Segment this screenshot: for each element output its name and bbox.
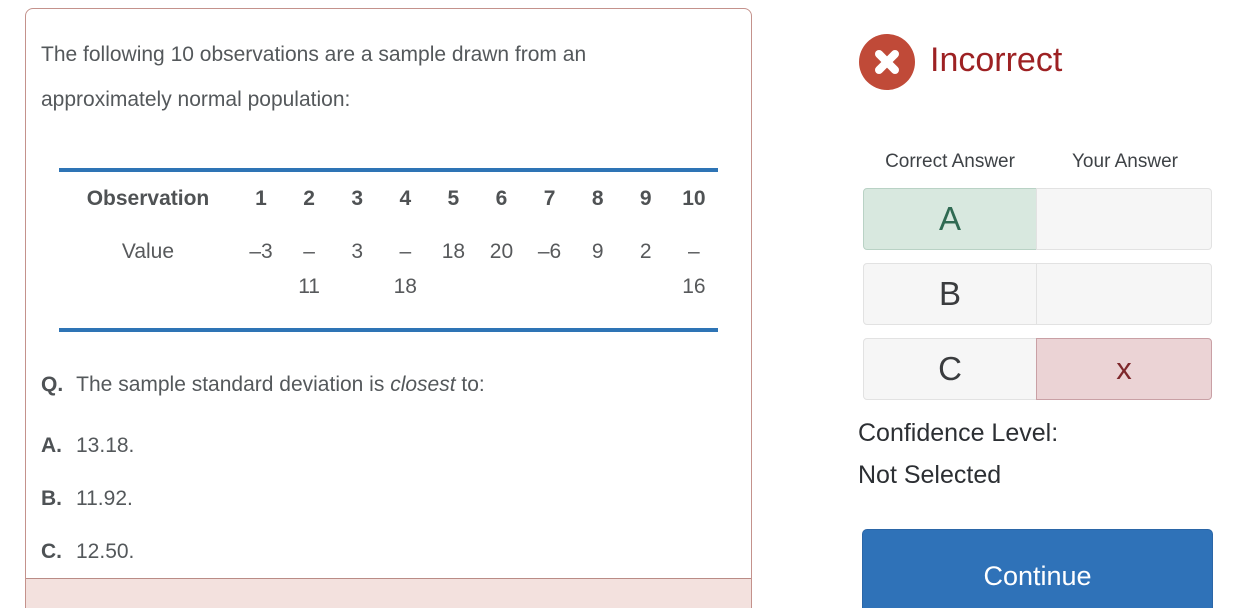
choice-a: A. 13.18. <box>41 434 737 458</box>
observation-header-label: Observation <box>86 187 210 210</box>
result-status-text: Incorrect <box>930 41 1063 79</box>
observation-number-cell: 5 <box>447 187 460 210</box>
card-footer-band <box>26 578 751 608</box>
question-prefix: Q. <box>41 373 64 396</box>
observation-number-cell: 9 <box>639 187 652 210</box>
observation-number-cell: 1 <box>255 187 267 210</box>
value-cell: 9 <box>591 240 604 263</box>
correct-answer-cell-b: B <box>863 263 1037 325</box>
correct-answer-header: Correct Answer <box>885 151 1015 172</box>
observation-number-cell: 4 <box>399 187 412 210</box>
answer-grid: A B C x <box>863 188 1213 413</box>
confidence-label: Confidence Level: <box>858 419 1059 447</box>
question-intro-text: The following 10 observations are a samp… <box>41 43 587 111</box>
choice-a-text: 13.18. <box>76 434 135 457</box>
choice-b: B. 11.92. <box>41 487 737 511</box>
question-card: The following 10 observations are a samp… <box>25 8 752 608</box>
question-italic-word: closest <box>390 373 456 396</box>
choice-c-label: C. <box>41 540 62 563</box>
correct-answer-cell-a: A <box>863 188 1037 250</box>
result-header: Incorrect <box>859 34 1062 90</box>
continue-button[interactable]: Continue <box>862 529 1213 608</box>
your-answer-cell-a <box>1036 188 1212 250</box>
value-cell: – 11 <box>298 240 320 298</box>
value-row-label: Value <box>121 240 175 263</box>
answer-row-a: A <box>863 188 1213 250</box>
your-answer-cell-c: x <box>1036 338 1212 400</box>
your-answer-header: Your Answer <box>1072 151 1178 172</box>
observations-table: Observation 1 2 3 4 5 6 7 8 9 10 Value –… <box>59 168 718 332</box>
value-cell: 20 <box>489 240 514 263</box>
observation-number-cell: 8 <box>591 187 604 210</box>
answer-row-c: C x <box>863 338 1213 400</box>
value-cell: – 16 <box>682 240 706 298</box>
observation-number-cell: 2 <box>303 187 315 210</box>
value-cell: – 18 <box>393 240 417 298</box>
x-circle-icon <box>859 34 915 90</box>
choice-a-label: A. <box>41 434 62 457</box>
answer-grid-headers: Correct Answer Your Answer <box>863 151 1213 173</box>
answer-choices: A. 13.18. B. 11.92. C. 12.50. <box>41 434 737 564</box>
correct-answer-cell-c: C <box>863 338 1037 400</box>
choice-b-label: B. <box>41 487 62 510</box>
value-cell: –6 <box>537 240 562 263</box>
choice-c: C. 12.50. <box>41 540 737 564</box>
value-cell: –3 <box>249 240 273 263</box>
your-answer-cell-b <box>1036 263 1212 325</box>
choice-c-text: 12.50. <box>76 540 135 563</box>
observation-number-cell: 10 <box>682 187 706 210</box>
confidence-value: Not Selected <box>858 461 1002 489</box>
observation-number-cell: 3 <box>351 187 364 210</box>
observations-header-row: Observation 1 2 3 4 5 6 7 8 9 10 <box>59 170 718 221</box>
confidence-block: Confidence Level: Not Selected <box>858 412 1058 496</box>
value-cell: 3 <box>351 240 364 263</box>
question-text: The sample standard deviation is <box>76 373 385 396</box>
choice-b-text: 11.92. <box>76 487 133 510</box>
values-row: Value –3 – 11 3 – 18 18 20 –6 9 2 – 16 <box>59 221 718 330</box>
observation-number-cell: 6 <box>495 187 508 210</box>
question-text-tail: to: <box>461 373 485 396</box>
value-cell: 18 <box>441 240 466 263</box>
answer-row-b: B <box>863 263 1213 325</box>
question-prompt: Q. The sample standard deviation is close… <box>41 373 737 397</box>
value-cell: 2 <box>639 240 652 263</box>
observation-number-cell: 7 <box>543 187 556 210</box>
